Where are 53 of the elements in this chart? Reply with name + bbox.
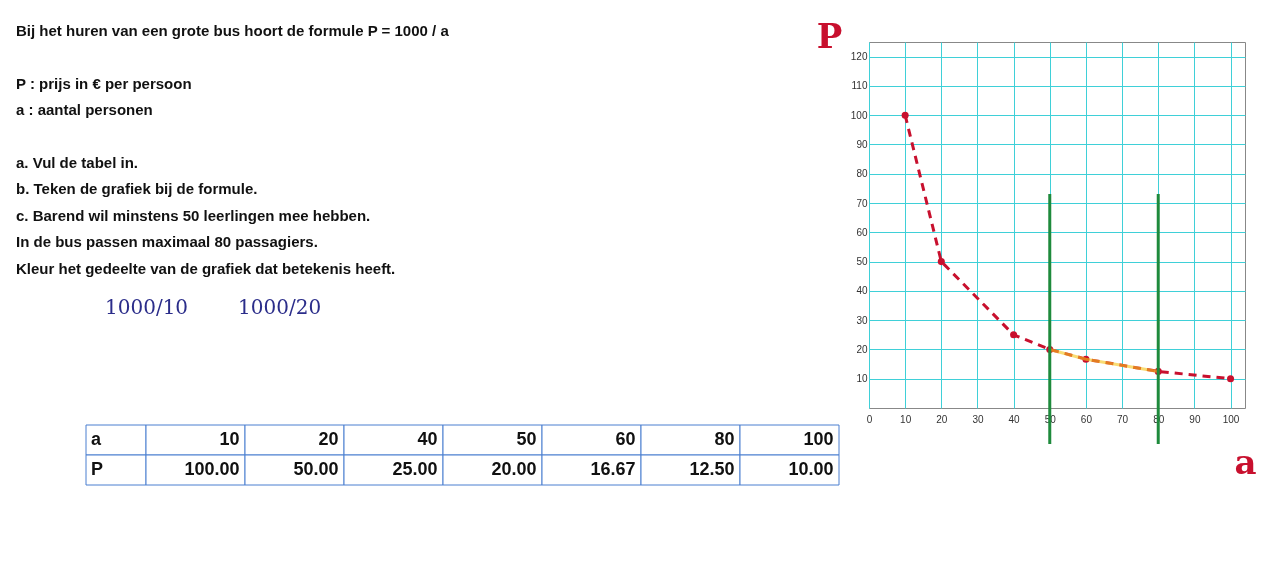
y-tick-label: 120 [850,51,868,63]
data-label: 16.67 [590,459,636,479]
x-tick-label: 40 [1008,413,1021,425]
x-tick-label: 70 [1117,413,1129,425]
y-tick-label: 50 [856,256,868,268]
data-label: 25.00 [392,459,438,479]
y-tick-label: 20 [856,343,868,355]
point [1010,331,1018,339]
x-tick-label: 20 [936,413,948,425]
x-tick-label: 20 [318,429,339,449]
x-tick-label: 40 [417,429,438,449]
y-tick-label: 60 [856,226,868,238]
data-label: 12.50 [689,459,735,479]
text: a : aantal personen [16,100,154,120]
x-tick-label: 80 [714,429,735,449]
x-tick-label: 0 [866,413,873,425]
y-tick-label: 100 [850,109,868,121]
data-label: 20.00 [491,459,537,479]
y-tick-label: 80 [856,168,868,180]
y-axis-title: P [816,15,843,56]
x-tick-label: 100 [803,429,834,449]
y-tick-label: 10 [856,373,868,385]
text: a. Vul de tabel in. [16,152,139,173]
x-tick-label: 60 [1080,413,1093,425]
text: Bij het huren van een grote bus hoort de formule P = 1000 / a [16,21,449,41]
x-axis-title: a [1234,441,1257,482]
x-tick-label: 90 [1189,413,1201,425]
point [1082,355,1090,363]
point [937,258,945,266]
y-tick-label: 110 [851,80,868,92]
x-tick-label: 50 [516,429,537,449]
x-tick-label: 10 [219,429,240,449]
data-label: 10.00 [788,459,834,479]
point [901,111,909,119]
data-label: 50.00 [293,459,339,479]
text: 1000/20 [238,295,322,319]
y-tick-label: 70 [856,197,868,209]
x-tick-label: 10 [900,413,912,425]
text: P : prijs in € per persoon [16,73,193,94]
text: In de bus passen maximaal 80 passagiers. [16,232,319,252]
x-tick-label: 100 [1222,413,1240,425]
text: 1000/10 [105,295,189,319]
text: b. Teken de grafiek bij de formule. [16,179,259,199]
x-tick-label: 60 [615,429,636,449]
y-tick-label: 90 [856,138,868,150]
x-tick-label: 30 [972,413,984,425]
y-tick-label: 30 [856,314,868,326]
data-label: 100.00 [184,459,240,479]
point [1227,375,1235,383]
y-tick-label: 40 [856,285,868,297]
x-axis-title: a [91,429,102,449]
text: c. Barend wil minstens 50 leerlingen mee hebben. [16,205,372,226]
text: Kleur het gedeelte van de grafiek dat betekenis heeft. [16,258,397,279]
